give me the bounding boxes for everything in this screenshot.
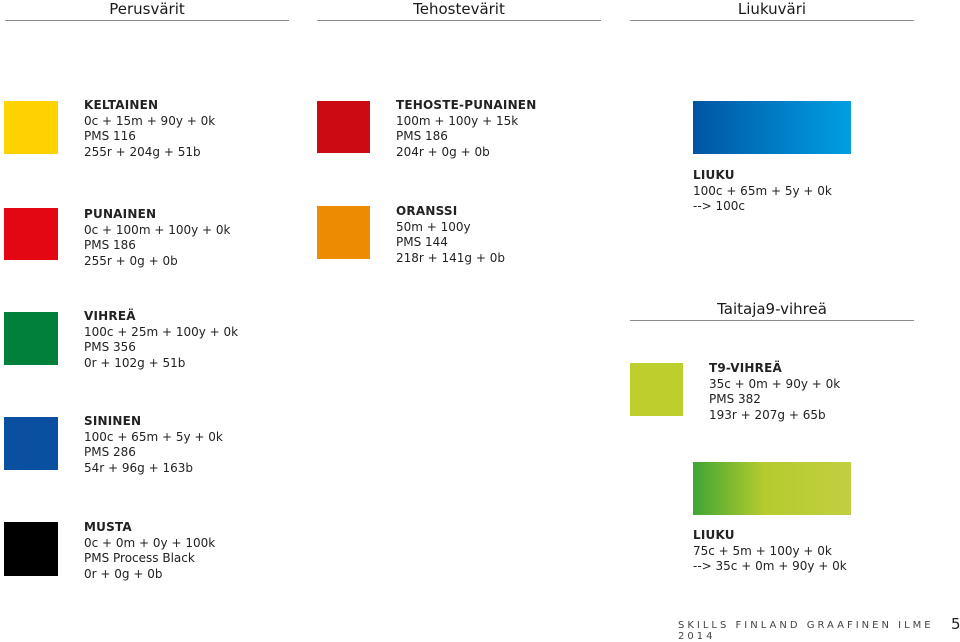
heading-rule-taitaja9 — [630, 320, 914, 321]
name-punainen: PUNAINEN — [84, 207, 157, 221]
rgb-tehoste-punainen: 204r + 0g + 0b — [396, 144, 490, 159]
info-liuku-blue: LIUKU 100c + 65m + 5y + 0k --> 100c — [693, 168, 832, 215]
heading-rule-liukuvari — [630, 20, 914, 21]
name-musta: MUSTA — [84, 520, 132, 534]
name-liuku-green: LIUKU — [693, 528, 735, 542]
info-oranssi: ORANSSI 50m + 100y PMS 144 218r + 141g +… — [396, 204, 505, 266]
pms-keltainen: PMS 116 — [84, 129, 136, 143]
pms-sininen: PMS 286 — [84, 445, 136, 459]
info-tehoste-punainen: TEHOSTE-PUNAINEN 100m + 100y + 15k PMS 1… — [396, 98, 536, 160]
heading-tehostevarit: Tehostevärit — [413, 0, 505, 18]
target-liuku-blue: --> 100c — [693, 199, 746, 213]
swatch-tehoste-punainen — [317, 101, 370, 153]
cmyk-musta: 0c + 0m + 0y + 100k — [84, 535, 216, 550]
info-keltainen: KELTAINEN 0c + 15m + 90y + 0k PMS 116 25… — [84, 98, 215, 160]
heading-perusvarit: Perusvärit — [109, 0, 185, 18]
swatch-sininen — [4, 417, 58, 470]
name-t9-vihrea: T9-VIHREÄ — [709, 361, 782, 375]
heading-taitaja9: Taitaja9-vihreä — [717, 300, 827, 318]
rgb-sininen: 54r + 96g + 163b — [84, 460, 193, 475]
cmyk-tehoste-punainen: 100m + 100y + 15k — [396, 113, 519, 128]
info-t9-vihrea: T9-VIHREÄ 35c + 0m + 90y + 0k PMS 382 19… — [709, 361, 840, 423]
gradient-blue — [693, 101, 851, 154]
footer-title: SKILLS FINLAND GRAAFINEN ILME 2014 — [678, 620, 934, 642]
rgb-keltainen: 255r + 204g + 51b — [84, 144, 201, 159]
pms-punainen: PMS 186 — [84, 238, 136, 252]
heading-liukuvari: Liukuväri — [737, 0, 807, 18]
pms-tehoste-punainen: PMS 186 — [396, 129, 448, 143]
pms-musta: PMS Process Black — [84, 551, 195, 565]
rgb-punainen: 255r + 0g + 0b — [84, 253, 178, 268]
info-punainen: PUNAINEN 0c + 100m + 100y + 0k PMS 186 2… — [84, 207, 230, 269]
info-liuku-green: LIUKU 75c + 5m + 100y + 0k --> 35c + 0m … — [693, 528, 847, 575]
name-oranssi: ORANSSI — [396, 204, 458, 218]
pms-oranssi: PMS 144 — [396, 235, 448, 249]
info-musta: MUSTA 0c + 0m + 0y + 100k PMS Process Bl… — [84, 520, 215, 582]
cmyk-vihrea: 100c + 25m + 100y + 0k — [84, 324, 239, 339]
cmyk-t9-vihrea: 35c + 0m + 90y + 0k — [709, 376, 841, 391]
name-vihrea: VIHREÄ — [84, 309, 136, 323]
heading-rule-perusvarit — [5, 20, 289, 21]
gradient-green — [693, 462, 851, 515]
info-sininen: SININEN 100c + 65m + 5y + 0k PMS 286 54r… — [84, 414, 223, 476]
swatch-oranssi — [317, 206, 370, 259]
swatch-punainen — [4, 208, 58, 260]
swatch-t9-vihrea — [630, 363, 683, 416]
name-keltainen: KELTAINEN — [84, 98, 159, 112]
cmyk-punainen: 0c + 100m + 100y + 0k — [84, 222, 231, 237]
info-vihrea: VIHREÄ 100c + 25m + 100y + 0k PMS 356 0r… — [84, 309, 238, 371]
heading-rule-tehostevarit — [317, 20, 601, 21]
rgb-oranssi: 218r + 141g + 0b — [396, 250, 505, 265]
cmyk-liuku-blue: 100c + 65m + 5y + 0k — [693, 183, 832, 198]
pms-t9-vihrea: PMS 382 — [709, 392, 761, 406]
name-liuku-blue: LIUKU — [693, 168, 735, 182]
cmyk-sininen: 100c + 65m + 5y + 0k — [84, 429, 223, 444]
rgb-vihrea: 0r + 102g + 51b — [84, 355, 186, 370]
pms-vihrea: PMS 356 — [84, 340, 136, 354]
name-sininen: SININEN — [84, 414, 142, 428]
rgb-t9-vihrea: 193r + 207g + 65b — [709, 407, 826, 422]
target-liuku-green: --> 35c + 0m + 90y + 0k — [693, 559, 847, 573]
cmyk-keltainen: 0c + 15m + 90y + 0k — [84, 113, 216, 128]
swatch-keltainen — [4, 101, 58, 154]
cmyk-oranssi: 50m + 100y — [396, 219, 471, 234]
swatch-vihrea — [4, 312, 58, 365]
swatch-musta — [4, 522, 58, 576]
name-tehoste-punainen: TEHOSTE-PUNAINEN — [396, 98, 537, 112]
page-number: 5 — [951, 615, 960, 633]
rgb-musta: 0r + 0g + 0b — [84, 566, 163, 581]
cmyk-liuku-green: 75c + 5m + 100y + 0k — [693, 543, 832, 558]
